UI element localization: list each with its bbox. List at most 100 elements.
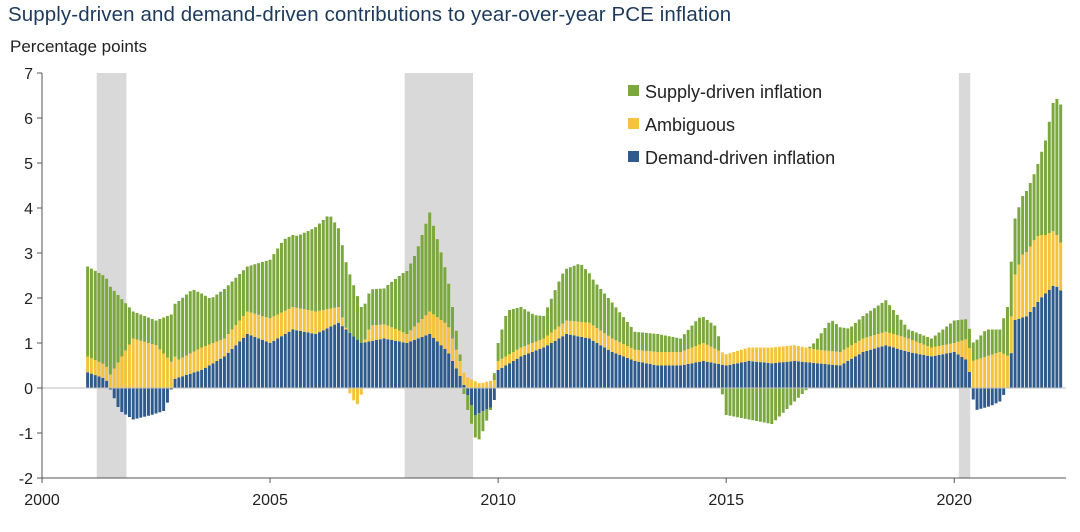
bar-ambiguous (424, 315, 428, 336)
bar-demand (903, 350, 907, 388)
bar-demand (724, 365, 728, 388)
bar-supply (838, 327, 842, 352)
bar-supply (424, 223, 428, 316)
bar-supply (941, 329, 945, 346)
bar-ambiguous (1017, 264, 1021, 319)
bar-demand (929, 356, 933, 388)
bar-supply (386, 284, 390, 326)
bar-demand (644, 363, 648, 388)
bar-supply (857, 319, 861, 341)
bar-demand (777, 362, 781, 388)
bar-demand (253, 337, 257, 388)
bar-demand (910, 352, 914, 388)
bar-ambiguous (1013, 274, 1017, 320)
bar-demand (329, 326, 333, 388)
bar-ambiguous (105, 366, 109, 381)
bar-demand (534, 350, 538, 388)
bar-supply (793, 388, 797, 402)
bar-supply (998, 329, 1002, 352)
bar-ambiguous (378, 324, 382, 340)
bar-demand (226, 352, 230, 388)
bar-demand (108, 388, 112, 390)
bar-ambiguous (880, 332, 884, 347)
bar-demand (1047, 289, 1051, 388)
bar-supply (340, 245, 344, 318)
bar-supply (230, 281, 234, 330)
bar-ambiguous (937, 346, 941, 355)
bar-supply (120, 299, 124, 357)
bar-ambiguous (207, 344, 211, 366)
bar-demand (162, 388, 166, 411)
bar-ambiguous (287, 308, 291, 332)
bar-supply (724, 388, 728, 415)
bar-demand (979, 388, 983, 409)
bar-demand (762, 362, 766, 388)
bar-demand (1002, 388, 1006, 395)
bar-demand (580, 337, 584, 388)
bar-ambiguous (732, 352, 736, 364)
bar-demand (952, 352, 956, 388)
bar-supply (207, 298, 211, 345)
bar-supply (633, 331, 637, 350)
bar-ambiguous (644, 350, 648, 364)
bar-supply (310, 229, 314, 311)
bar-ambiguous (903, 337, 907, 351)
x-tick-label: 2020 (936, 492, 972, 509)
bar-ambiguous (561, 323, 565, 337)
bar-supply (967, 328, 971, 348)
bar-ambiguous (158, 349, 162, 388)
bar-supply (86, 266, 90, 357)
bar-demand (1024, 316, 1028, 388)
bar-demand (853, 356, 857, 388)
bar-demand (618, 355, 622, 388)
bar-demand (120, 388, 124, 412)
bar-supply (663, 335, 667, 352)
bar-demand (1059, 290, 1063, 388)
bar-ambiguous (914, 341, 918, 354)
bar-ambiguous (618, 342, 622, 355)
bar-supply (606, 298, 610, 336)
recession-band (96, 73, 127, 478)
bar-supply (481, 411, 485, 432)
bar-supply (964, 319, 968, 340)
bar-supply (960, 319, 964, 341)
bar-ambiguous (515, 349, 519, 359)
bar-ambiguous (701, 343, 705, 361)
bar-supply (834, 324, 838, 352)
bar-ambiguous (960, 340, 964, 357)
bar-supply (952, 320, 956, 343)
bar-ambiguous (945, 344, 949, 354)
bar-supply (1032, 174, 1036, 241)
bar-supply (523, 309, 527, 346)
bar-supply (694, 321, 698, 346)
bar-ambiguous (325, 309, 329, 329)
bar-supply (93, 270, 97, 361)
bar-demand (888, 346, 892, 388)
bar-supply (375, 289, 378, 325)
bar-ambiguous (736, 350, 740, 364)
bar-demand (747, 361, 751, 388)
bar-supply (648, 333, 652, 352)
bar-ambiguous (827, 350, 831, 365)
y-tick-label: 3 (24, 246, 33, 263)
bar-supply (245, 266, 249, 312)
bar-supply (356, 296, 359, 340)
bar-supply (675, 337, 679, 352)
bar-demand (420, 337, 424, 388)
bar-supply (538, 315, 542, 340)
bar-ambiguous (580, 322, 584, 337)
bar-supply (397, 275, 401, 331)
bar-demand (663, 365, 667, 388)
bar-supply (660, 334, 664, 352)
bar-demand (561, 336, 565, 388)
bar-ambiguous (918, 343, 922, 355)
bar-supply (527, 311, 531, 345)
bar-supply (1013, 218, 1017, 275)
bar-demand (295, 330, 299, 388)
bar-ambiguous (724, 354, 728, 366)
bar-supply (1021, 196, 1025, 255)
bar-demand (477, 388, 481, 414)
bar-ambiguous (86, 356, 90, 373)
bar-demand (675, 365, 679, 388)
